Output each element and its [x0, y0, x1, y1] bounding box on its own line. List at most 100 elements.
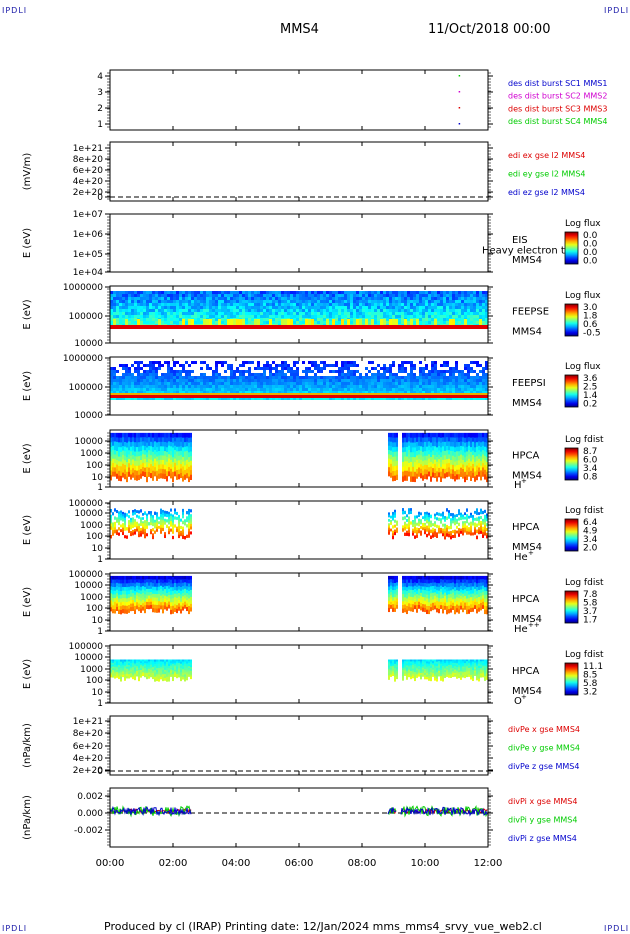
- feepse-cell: [173, 318, 176, 321]
- feepse-cell: [269, 306, 272, 309]
- feepsi-cell: [464, 397, 467, 400]
- species-charge: +: [528, 549, 534, 557]
- feepsi-cell: [233, 388, 236, 391]
- hpca_h-cell: [178, 446, 180, 452]
- hpca_h-cell: [130, 451, 132, 457]
- hpca_h-cell: [426, 442, 428, 448]
- feepsi-cell: [200, 367, 203, 370]
- hpca_h-cell: [426, 474, 428, 480]
- feepsi-cell: [452, 376, 455, 379]
- feepse-cell: [188, 300, 191, 303]
- feepsi-cell: [404, 361, 407, 364]
- feepsi-cell: [302, 385, 305, 388]
- hpca_h-cell: [434, 468, 436, 474]
- feepsi-cell: [401, 376, 404, 379]
- feepsi-cell: [266, 361, 269, 364]
- feepse-cell: [464, 294, 467, 297]
- hpca_he-cell: [132, 522, 134, 526]
- hpca_h-cell: [134, 442, 136, 448]
- feepse-cell: [320, 321, 323, 324]
- feepse-cell: [200, 318, 203, 321]
- hpca_h-cell: [408, 467, 410, 473]
- hpca_hepp-cell: [118, 587, 120, 592]
- feepse-cell: [290, 315, 293, 318]
- hpca_h-cell: [138, 442, 140, 448]
- hpca_h-cell: [132, 459, 134, 465]
- hpca_h-cell: [470, 475, 472, 481]
- hpca_h-cell: [150, 468, 152, 474]
- feepse-cell: [455, 309, 458, 312]
- feepse-cell: [185, 297, 188, 300]
- feepse-cell: [164, 318, 167, 321]
- feepsi-cell: [131, 391, 134, 394]
- feepsi-cell: [452, 373, 455, 376]
- feepsi-cell: [224, 376, 227, 379]
- feepsi-cell: [422, 379, 425, 382]
- feepse-cell: [191, 294, 194, 297]
- feepsi-cell: [311, 379, 314, 382]
- hpca_he-cell: [178, 534, 180, 539]
- feepse-cell: [323, 318, 326, 321]
- colorbar-title: Log flux: [565, 291, 601, 301]
- hpca_h-cell: [182, 476, 184, 482]
- feepse-cell: [272, 318, 275, 321]
- hpca_h-cell: [482, 437, 484, 443]
- hpca_h-cell: [162, 437, 164, 443]
- feepse-cell: [143, 291, 146, 294]
- hpca_he-cell: [464, 525, 466, 529]
- hpca_he-cell: [112, 532, 114, 536]
- hpca_he-cell: [164, 534, 166, 539]
- hpca_h-cell: [486, 457, 488, 463]
- feepsi-cell: [296, 376, 299, 379]
- hpca_h-cell: [166, 471, 168, 477]
- feepsi-cell: [308, 388, 311, 391]
- feepsi-cell: [368, 379, 371, 382]
- hpca_he-cell: [448, 510, 450, 514]
- feepsi-cell: [431, 397, 434, 400]
- feepsi-cell: [353, 361, 356, 364]
- feepsi-cell: [329, 379, 332, 382]
- hpca_h-cell: [136, 437, 138, 443]
- feepse-cell: [119, 297, 122, 300]
- feepse-cell: [371, 291, 374, 294]
- feepse-cell: [374, 318, 377, 321]
- hpca_hepp-cell: [114, 583, 116, 588]
- feepse-cell: [167, 300, 170, 303]
- feepsi-cell: [458, 382, 461, 385]
- feepse-cell: [392, 306, 395, 309]
- hpca_h-cell: [468, 445, 470, 451]
- feepsi-cell: [317, 364, 320, 367]
- feepsi-cell: [323, 361, 326, 364]
- hpca_he-cell: [162, 527, 164, 532]
- feepse-cell: [362, 294, 365, 297]
- hpca_he-cell: [414, 529, 416, 534]
- feepsi-cell: [413, 373, 416, 376]
- hpca_h-cell: [466, 460, 468, 467]
- hpca_h-cell: [162, 473, 164, 479]
- feepse-cell: [233, 303, 236, 306]
- feepse-cell: [266, 312, 269, 315]
- feepsi-cell: [434, 367, 437, 370]
- feepse-cell: [212, 312, 215, 315]
- hpca_h-cell: [140, 432, 142, 438]
- feepsi-cell: [392, 397, 395, 400]
- feepsi-cell: [470, 376, 473, 379]
- feepsi-cell: [293, 361, 296, 364]
- feepsi-cell: [458, 385, 461, 388]
- feepsi-cell: [113, 397, 116, 400]
- feepsi-cell: [302, 361, 305, 364]
- hpca_h-cell: [118, 432, 120, 439]
- feepse-cell: [413, 312, 416, 315]
- feepse-cell: [410, 300, 413, 303]
- hpca_he-cell: [406, 530, 408, 534]
- hpca_h-cell: [184, 465, 186, 471]
- feepse-cell: [287, 303, 290, 306]
- hpca_h-cell: [468, 467, 470, 473]
- feepsi-cell: [308, 361, 311, 364]
- hpca_h-cell: [174, 432, 176, 438]
- hpca_h-cell: [410, 442, 412, 448]
- hpca_h-cell: [464, 457, 466, 463]
- hpca_h-cell: [472, 432, 474, 438]
- hpca_h-cell: [158, 455, 160, 461]
- hpca_h-cell: [190, 432, 192, 439]
